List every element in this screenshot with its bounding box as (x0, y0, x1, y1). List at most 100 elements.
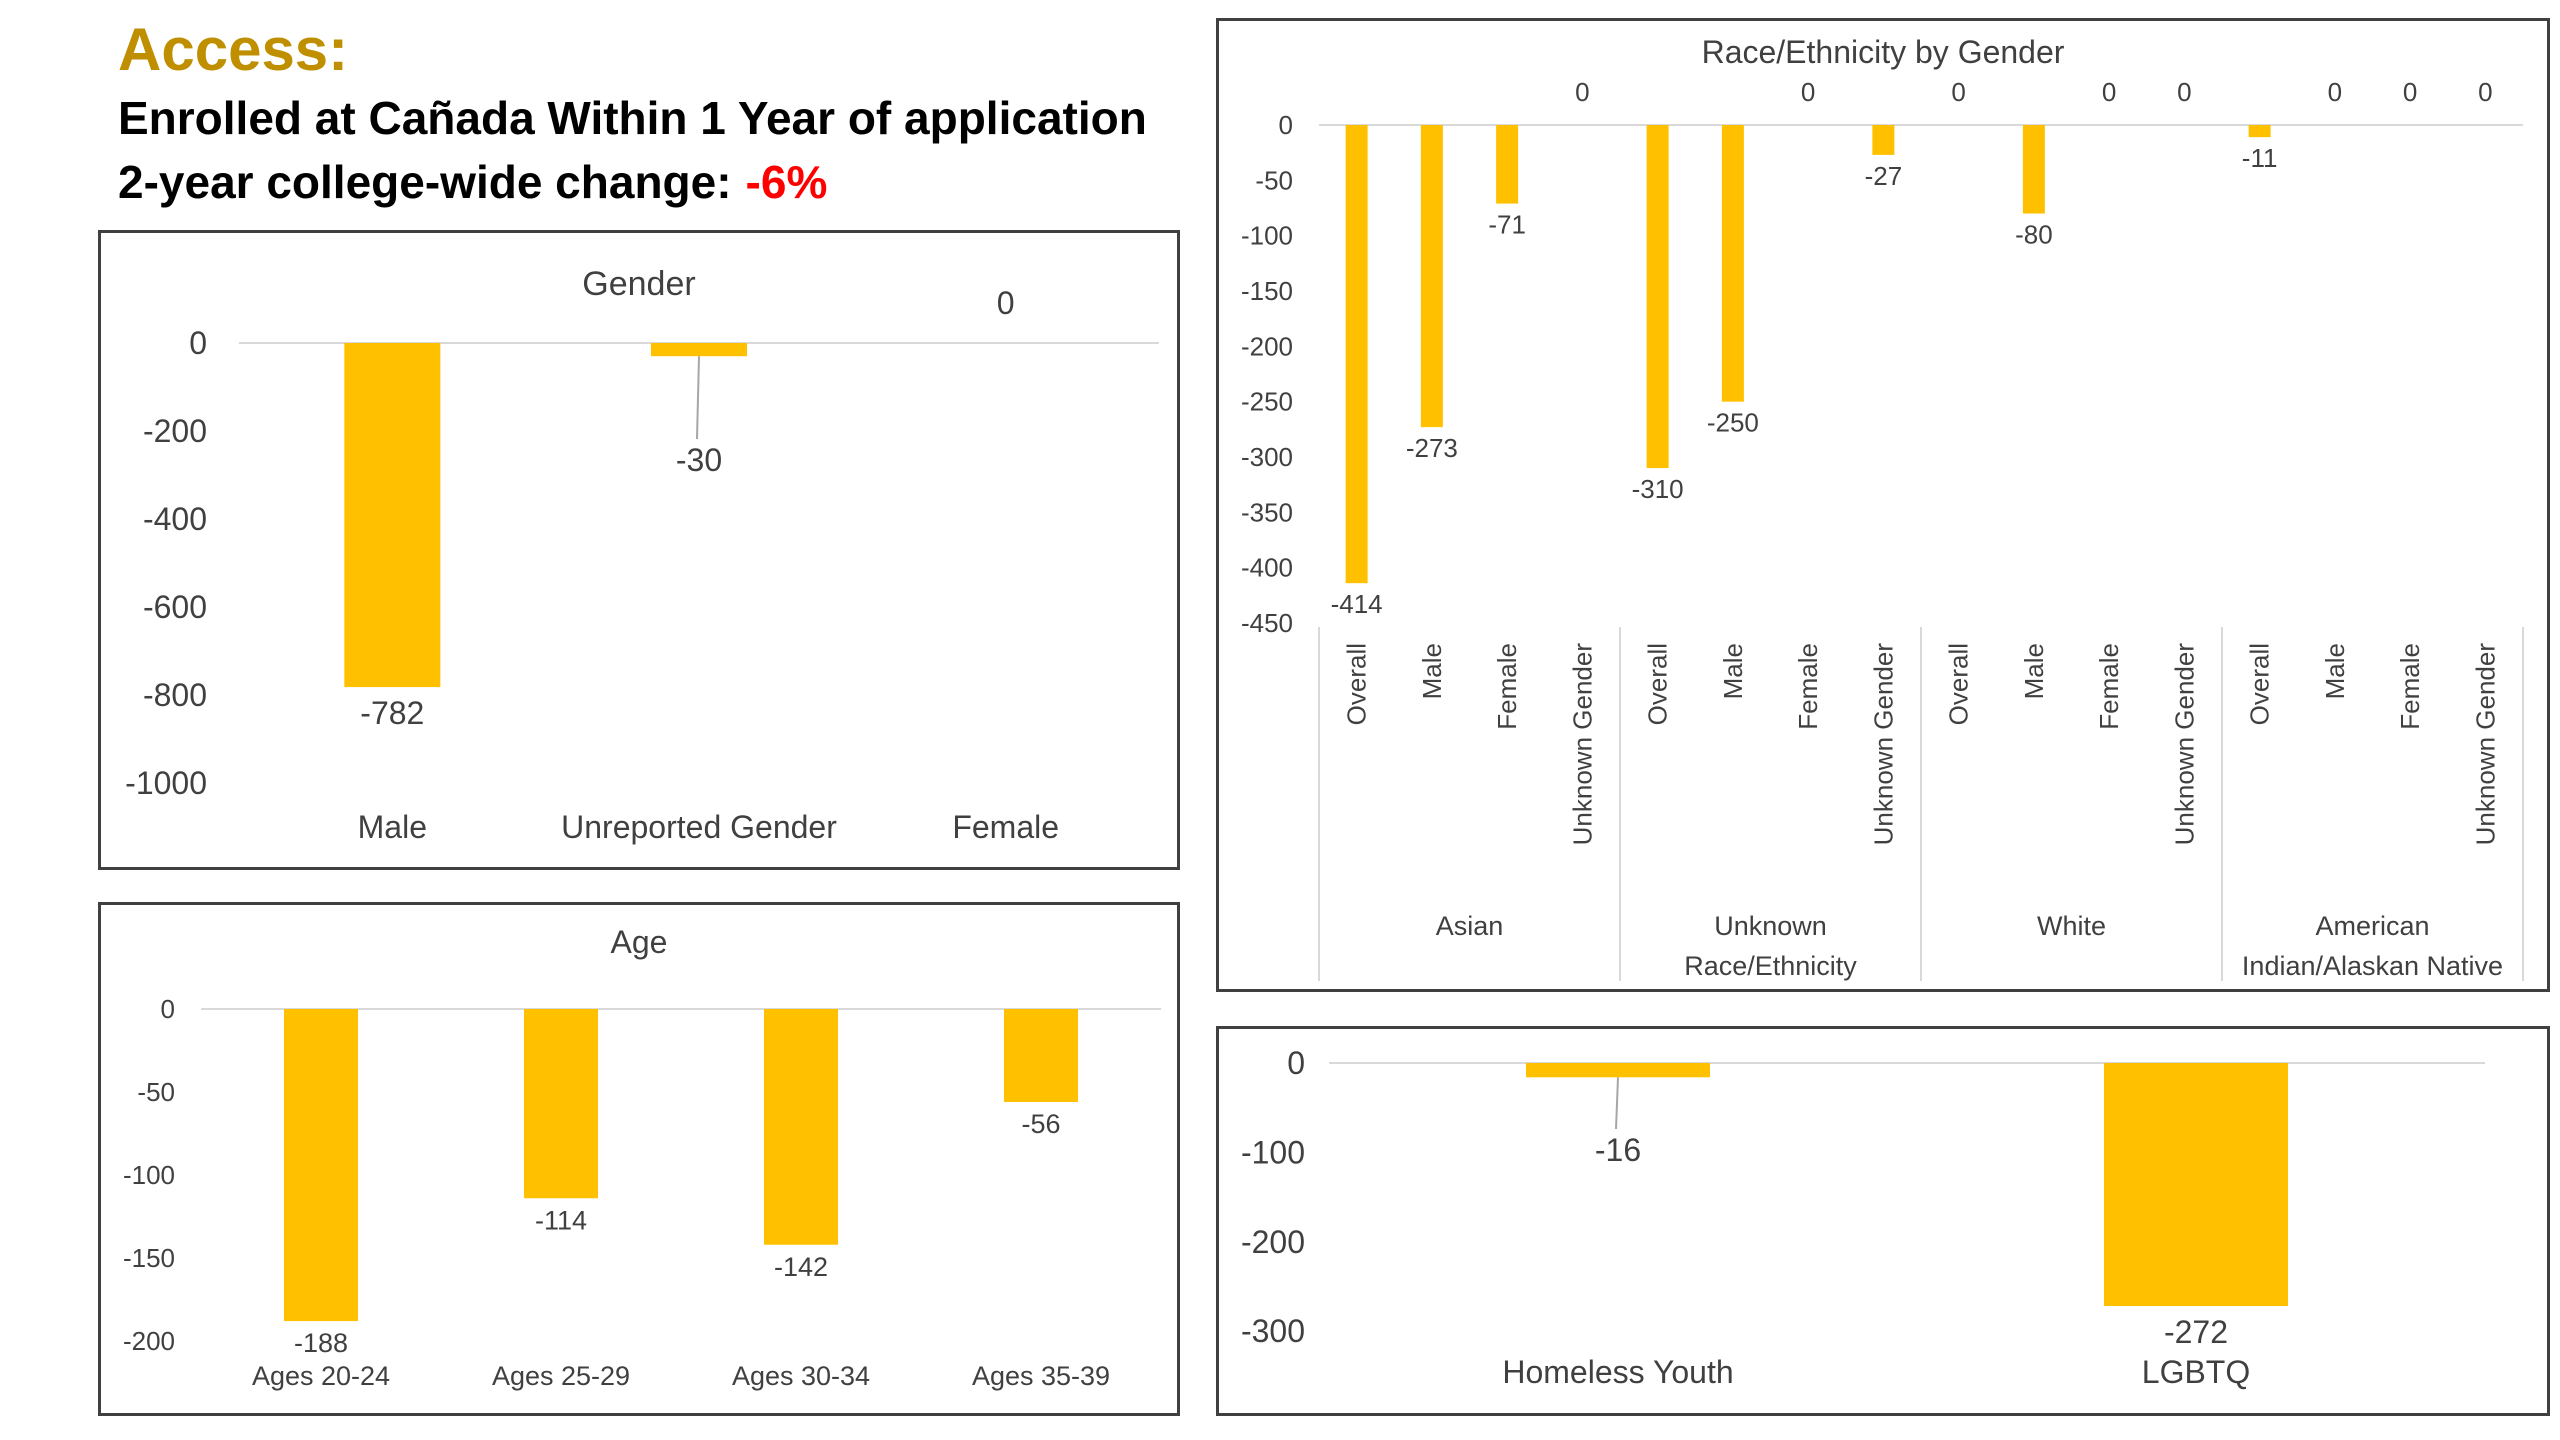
bar (1872, 125, 1895, 155)
label-leader-line (696, 356, 700, 440)
y-tick-label: -150 (123, 1243, 175, 1273)
gender-chart: Gender 0 -200 -400 -600 -800 -1000 -782 Male -30 U… (125, 265, 1159, 845)
chart-title: Gender (582, 265, 695, 303)
data-label: -114 (535, 1205, 587, 1235)
y-tick-label: 0 (189, 325, 207, 361)
data-label: 0 (2328, 77, 2342, 107)
subcategory-label: Unknown Gender (2169, 643, 2199, 846)
subcategory-label: Overall (1342, 643, 1372, 725)
bar (1496, 125, 1519, 204)
y-tick-label: -400 (143, 501, 207, 537)
category-label: Homeless Youth (1502, 1354, 1733, 1390)
y-tick-label: -200 (1241, 1224, 1305, 1260)
chart-title: Age (611, 924, 668, 960)
group-label: Unknown (1714, 911, 1827, 941)
data-label: 0 (2177, 77, 2191, 107)
data-label: -80 (2015, 220, 2053, 250)
subcategory-label: Female (2395, 643, 2425, 730)
data-label: -27 (1865, 161, 1903, 191)
category-label: Female (952, 809, 1059, 845)
subcategory-label: Overall (1944, 643, 1974, 725)
group-label: American (2315, 911, 2429, 941)
y-tick-label: 0 (1287, 1045, 1305, 1081)
data-label: 0 (997, 285, 1015, 321)
y-tick-label: 0 (161, 994, 175, 1024)
data-label: 0 (2102, 77, 2116, 107)
subcategory-label: Female (1492, 643, 1522, 730)
y-tick-label: -100 (1241, 221, 1293, 251)
y-tick-label: -800 (143, 677, 207, 713)
subcategory-label: Male (2320, 643, 2350, 699)
bar (1420, 125, 1443, 428)
category-label: Unreported Gender (561, 809, 837, 845)
homeless-lgbtq-chart-panel: 0 -100 -200 -300 -16 Homeless Youth -272 LGBTQ (1216, 1026, 2550, 1416)
bar (1646, 125, 1669, 469)
y-tick-label: -300 (1241, 1313, 1305, 1349)
group-label: Race/Ethnicity (1684, 951, 1857, 981)
subcategory-label: Unknown Gender (1868, 643, 1898, 846)
race-ethnicity-chart: Race/Ethnicity by Gender 0 -50 -100 -150 -200… (1241, 34, 2524, 981)
y-tick-label: -200 (143, 413, 207, 449)
data-label: -310 (1632, 474, 1684, 504)
subcategory-label: Unknown Gender (1567, 643, 1597, 846)
college-wide-change: 2-year college-wide change: -6% (118, 150, 1147, 214)
bar (524, 1009, 598, 1199)
enrolled-subtitle: Enrolled at Cañada Within 1 Year of appl… (118, 92, 1147, 144)
data-label: 0 (1801, 77, 1815, 107)
label-leader-line (1615, 1077, 1619, 1130)
data-label: -272 (2164, 1314, 2228, 1350)
data-label: -142 (774, 1252, 828, 1282)
data-label: 0 (2403, 77, 2417, 107)
y-tick-label: -200 (1241, 331, 1293, 361)
page-header: Access: Enrolled at Cañada Within 1 Year… (118, 14, 1147, 214)
data-label: -414 (1331, 589, 1383, 619)
y-tick-label: -100 (1241, 1135, 1305, 1171)
change-label: 2-year college-wide change: (118, 156, 732, 208)
subcategory-label: Male (2019, 643, 2049, 699)
bar (1721, 125, 1744, 402)
subcategory-label: Female (2094, 643, 2124, 730)
category-label: Ages 35-39 (972, 1361, 1110, 1391)
category-label: Ages 25-29 (492, 1361, 630, 1391)
group-label: Indian/Alaskan Native (2242, 951, 2503, 981)
data-label: -71 (1488, 210, 1526, 240)
category-label: Ages 30-34 (732, 1361, 870, 1391)
y-tick-label: -50 (1255, 165, 1293, 195)
homeless-lgbtq-chart: 0 -100 -200 -300 -16 Homeless Youth -272 LGBTQ (1241, 1045, 2485, 1390)
y-tick-label: -200 (123, 1326, 175, 1356)
data-label: 0 (1951, 77, 1965, 107)
data-label: -11 (2242, 143, 2278, 173)
bar (2022, 125, 2045, 214)
subcategory-label: Overall (1643, 643, 1673, 725)
bar (1345, 125, 1368, 584)
subcategory-label: Unknown Gender (2470, 643, 2500, 846)
bar (2248, 125, 2271, 138)
data-label: -250 (1707, 408, 1759, 438)
y-tick-label: -300 (1241, 442, 1293, 472)
data-label: 0 (1575, 77, 1589, 107)
access-heading: Access: (118, 16, 349, 83)
y-tick-label: -150 (1241, 276, 1293, 306)
group-label: White (2037, 911, 2106, 941)
subcategory-label: Male (1718, 643, 1748, 699)
y-tick-label: -350 (1241, 497, 1293, 527)
chart-title: Race/Ethnicity by Gender (1702, 34, 2065, 70)
y-tick-label: -250 (1241, 387, 1293, 417)
category-label: Male (358, 809, 427, 845)
y-tick-label: -50 (137, 1077, 175, 1107)
gender-chart-panel: Gender 0 -200 -400 -600 -800 -1000 -782 Male -30 U… (98, 230, 1180, 870)
y-tick-label: -100 (123, 1160, 175, 1190)
data-label: -56 (1021, 1109, 1060, 1139)
y-tick-label: -1000 (125, 765, 207, 801)
race-ethnicity-chart-panel: Race/Ethnicity by Gender 0 -50 -100 -150 -200… (1216, 18, 2550, 992)
subcategory-label: Male (1417, 643, 1447, 699)
bar (651, 343, 747, 357)
bar (1526, 1063, 1710, 1078)
bar (1004, 1009, 1078, 1102)
category-label: LGBTQ (2142, 1354, 2250, 1390)
data-label: -782 (360, 695, 424, 731)
data-label: -188 (294, 1328, 348, 1358)
y-tick-label: -450 (1241, 608, 1293, 638)
change-value: -6% (745, 156, 828, 208)
